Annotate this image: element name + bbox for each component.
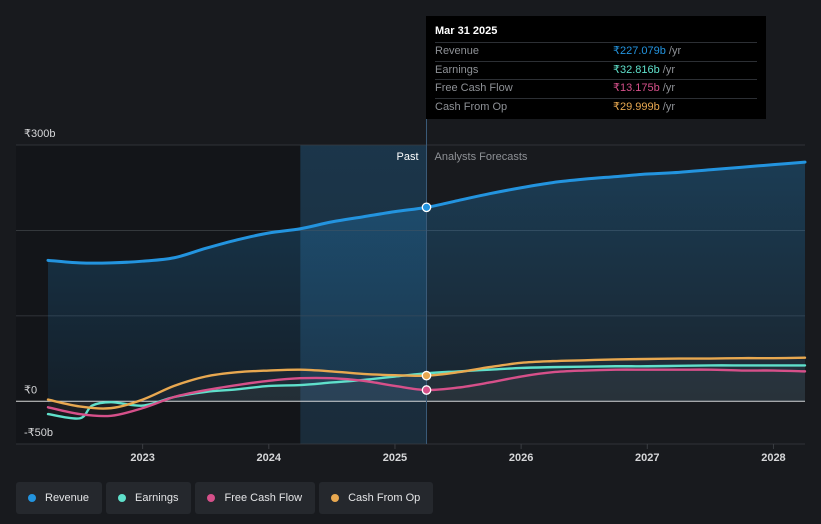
tooltip-label: Revenue bbox=[435, 45, 480, 57]
free-cash-flow-marker bbox=[421, 385, 432, 395]
legend-dot-icon bbox=[28, 494, 36, 502]
legend-label: Cash From Op bbox=[348, 492, 421, 504]
forecast-label: Analysts Forecasts bbox=[435, 151, 528, 163]
legend-label: Revenue bbox=[45, 492, 90, 504]
y-axis: ₹300b ₹0 -₹50b bbox=[24, 128, 55, 439]
x-tick-label: 2023 bbox=[130, 452, 154, 464]
legend-label: Earnings bbox=[135, 492, 179, 504]
legend-item-cash-from-op[interactable]: Cash From Op bbox=[319, 482, 434, 514]
financials-chart: Past Analysts Forecasts ₹300b ₹0 -₹50b 202… bbox=[16, 16, 807, 464]
tooltip-label: Cash From Op bbox=[435, 100, 508, 113]
highlight-markers bbox=[421, 202, 432, 395]
tooltip-label: Earnings bbox=[435, 63, 479, 76]
tooltip-row-revenue: Revenue ₹227.079b /yr bbox=[435, 42, 757, 61]
legend-item-revenue[interactable]: Revenue bbox=[16, 482, 103, 514]
x-tick-label: 2025 bbox=[383, 452, 407, 464]
legend-item-earnings[interactable]: Earnings bbox=[106, 482, 192, 514]
tooltip-value: ₹227.079b bbox=[613, 45, 666, 57]
x-axis: 2023 2024 2025 2026 2027 2028 bbox=[130, 444, 786, 464]
tooltip-row-earnings: Earnings ₹32.816b /yr bbox=[435, 60, 757, 80]
x-tick-label: 2024 bbox=[257, 452, 282, 464]
tooltip-value: ₹13.175b bbox=[613, 82, 660, 94]
tooltip-row-free-cash-flow: Free Cash Flow ₹13.175b /yr bbox=[435, 79, 757, 98]
tooltip-row-cash-from-op: Cash From Op ₹29.999b /yr bbox=[435, 97, 757, 117]
x-tick-label: 2026 bbox=[509, 452, 533, 464]
legend-label: Free Cash Flow bbox=[224, 492, 303, 504]
tooltip-unit: /yr bbox=[662, 82, 675, 94]
tooltip-unit: /yr bbox=[662, 100, 675, 113]
x-tick-label: 2028 bbox=[761, 452, 785, 464]
tooltip-value: ₹29.999b bbox=[613, 100, 660, 113]
revenue-marker bbox=[421, 202, 432, 213]
x-tick-label: 2027 bbox=[635, 452, 659, 464]
chart-legend: Revenue Earnings Free Cash Flow Cash Fro… bbox=[16, 482, 434, 514]
tooltip-unit: /yr bbox=[668, 45, 682, 57]
cash-from-op-marker bbox=[421, 370, 432, 381]
legend-dot-icon bbox=[118, 494, 127, 502]
tooltip-unit: /yr bbox=[662, 63, 675, 76]
legend-dot-icon bbox=[207, 494, 216, 502]
legend-item-free-cash-flow[interactable]: Free Cash Flow bbox=[195, 482, 316, 514]
tooltip-label: Free Cash Flow bbox=[435, 82, 513, 94]
tooltip-value: ₹32.816b bbox=[613, 63, 660, 76]
data-tooltip: Mar 31 2025 Revenue ₹227.079b /yr Earnin… bbox=[426, 16, 766, 119]
tooltip-date: Mar 31 2025 bbox=[435, 25, 498, 37]
past-label: Past bbox=[396, 151, 418, 163]
y-tick-label: ₹0 bbox=[24, 384, 37, 396]
y-tick-label: ₹300b bbox=[24, 128, 55, 140]
y-tick-label: -₹50b bbox=[24, 427, 53, 439]
legend-dot-icon bbox=[331, 494, 340, 502]
